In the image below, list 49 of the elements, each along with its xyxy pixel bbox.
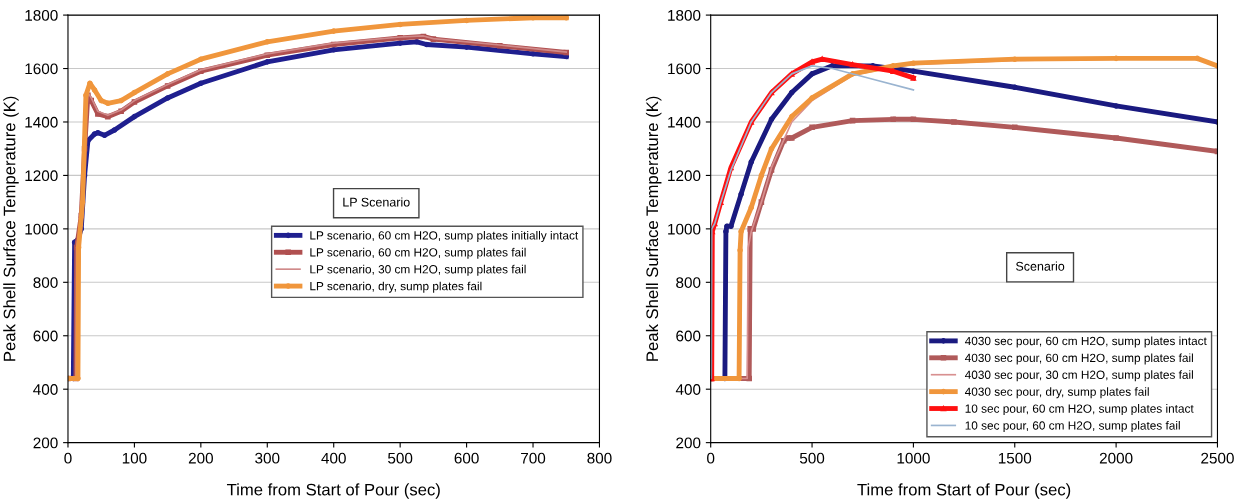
y-tick-label: 800 [33,277,58,288]
y-tick-label: 1600 [25,63,58,75]
y-tick-label: 1000 [25,223,58,235]
y-tick-label: 400 [675,384,701,395]
y-tick-label: 1200 [668,170,701,182]
annotation: Scenario [1016,261,1065,271]
x-tick-label: 2500 [1201,452,1234,464]
x-tick-label: 0 [707,452,715,464]
x-axis-title: Time from Start of Pour (sec) [857,483,1071,499]
legend-label: LP scenario, 30 cm H2O, sump plates fail [310,264,526,276]
x-axis-title: Time from Start of Pour (sec) [226,483,440,499]
x-tick-label: 2000 [1099,452,1133,464]
y-tick-label: 800 [676,277,701,288]
y-tick-label: 1800 [25,9,58,21]
legend-label: LP scenario, dry, sump plates fail [310,281,482,293]
y-tick-label: 600 [33,330,58,342]
legend-label: LP scenario, 60 cm H2O, sump plates fail [310,247,526,259]
legend-label: 4030 sec pour, 30 cm H2O, sump plates fail [964,370,1193,382]
legend-label: 10 sec pour, 60 cm H2O, sump plates fail [965,421,1180,433]
x-tick-label: 1500 [998,452,1032,464]
x-tick-label: 100 [122,452,147,464]
x-tick-label: 600 [454,452,479,464]
x-tick-label: 500 [799,452,825,464]
x-tick-label: 800 [587,452,612,464]
y-axis-title: Peak Shell Surface Temperature (K) [645,96,662,361]
x-tick-label: 1000 [897,452,930,464]
y-tick-label: 200 [676,437,701,449]
x-tick-label: 200 [188,452,213,464]
legend-label: LP scenario, 60 cm H2O, sump plates initially intact [310,230,579,242]
y-tick-label: 600 [676,330,701,342]
y-tick-label: 1000 [668,223,701,235]
legend-label: 4030 sec pour, 60 cm H2O, sump plates fail [964,353,1193,365]
y-tick-label: 1800 [668,9,701,21]
y-tick-label: 1400 [25,116,58,128]
legend-label: 4030 sec pour, dry, sump plates fail [964,387,1149,399]
legend-label: 10 sec pour, 60 cm H2O, sump plates intact [965,404,1194,416]
x-tick-label: 700 [521,452,546,464]
x-tick-label: 0 [64,452,72,464]
x-tick-label: 300 [255,452,280,464]
legend-label: 4030 sec pour, 60 cm H2O, sump plates intact [964,336,1207,348]
x-tick-label: 400 [321,452,346,464]
x-tick-label: 500 [388,452,413,464]
y-tick-label: 1200 [25,170,58,182]
annotation: LP Scenario [343,197,410,207]
y-tick-label: 1600 [668,63,701,75]
y-tick-label: 400 [33,384,58,395]
y-axis-title: Peak Shell Surface Temperature (K) [3,96,19,361]
y-tick-label: 1400 [668,116,701,128]
y-tick-label: 200 [33,437,58,449]
